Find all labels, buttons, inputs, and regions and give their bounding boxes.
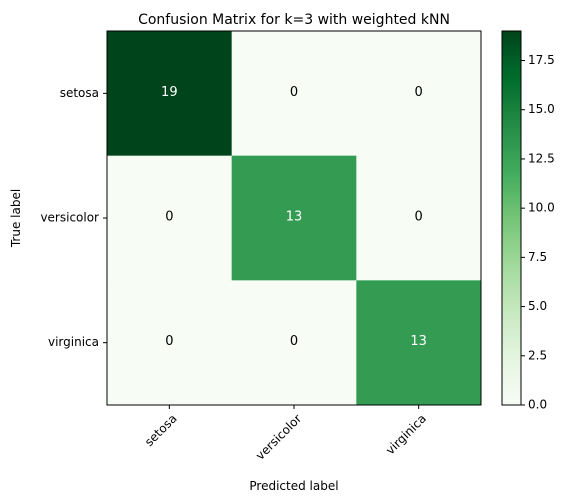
- cell-value-label: 0: [290, 85, 298, 100]
- x-tick-label: versicolor: [253, 411, 304, 462]
- colorbar-ticks: 0.0 2.5 5.0 7.5 10.0 12.5 15.0 17.5: [521, 53, 555, 412]
- cell-value-label: 0: [290, 334, 298, 349]
- colorbar-tick-label: 17.5: [528, 53, 555, 67]
- colorbar-tick-label: 15.0: [528, 102, 555, 116]
- cell-value-label: 0: [165, 334, 173, 349]
- cell-value-label: 0: [165, 210, 173, 225]
- heatmap-cell: [356, 31, 482, 157]
- colorbar-tick-label: 10.0: [528, 201, 555, 215]
- colorbar-tick-label: 2.5: [528, 348, 547, 362]
- cell-value-label: 13: [410, 334, 427, 349]
- heatmap-cell: [231, 280, 357, 406]
- colorbar-tick-label: 7.5: [528, 250, 547, 264]
- cell-value-label: 0: [415, 210, 423, 225]
- cell-value-label: 0: [415, 85, 423, 100]
- cell-value-label: 13: [286, 210, 303, 225]
- x-tick-label: setosa: [142, 411, 180, 449]
- chart-title: Confusion Matrix for k=3 with weighted k…: [138, 12, 450, 28]
- colorbar-tick-label: 0.0: [528, 398, 547, 412]
- cell-value-label: 19: [161, 85, 178, 100]
- x-tick-label: virginica: [383, 411, 429, 457]
- y-tick-label: versicolor: [40, 211, 99, 225]
- heatmap-cell: [107, 155, 233, 281]
- heatmap-cell: [231, 155, 357, 281]
- colorbar: [501, 30, 522, 406]
- heatmap-cell: [107, 280, 233, 406]
- y-tick-label: virginica: [48, 335, 99, 349]
- colorbar-tick-label: 5.0: [528, 299, 547, 313]
- heatmap-cells: 19 0 0 0 13 0 0 0 13: [107, 31, 482, 406]
- heatmap-cell: [356, 280, 482, 406]
- x-axis-ticks: setosa versicolor virginica: [142, 405, 429, 463]
- y-tick-label: setosa: [60, 86, 99, 100]
- y-axis-label: True label: [9, 189, 23, 248]
- x-axis-label: Predicted label: [249, 479, 338, 493]
- heatmap-cell: [107, 31, 233, 157]
- heatmap-cell: [356, 155, 482, 281]
- heatmap-cell: [231, 31, 357, 157]
- colorbar-tick-label: 12.5: [528, 151, 555, 165]
- y-axis-ticks: setosa versicolor virginica: [40, 86, 107, 349]
